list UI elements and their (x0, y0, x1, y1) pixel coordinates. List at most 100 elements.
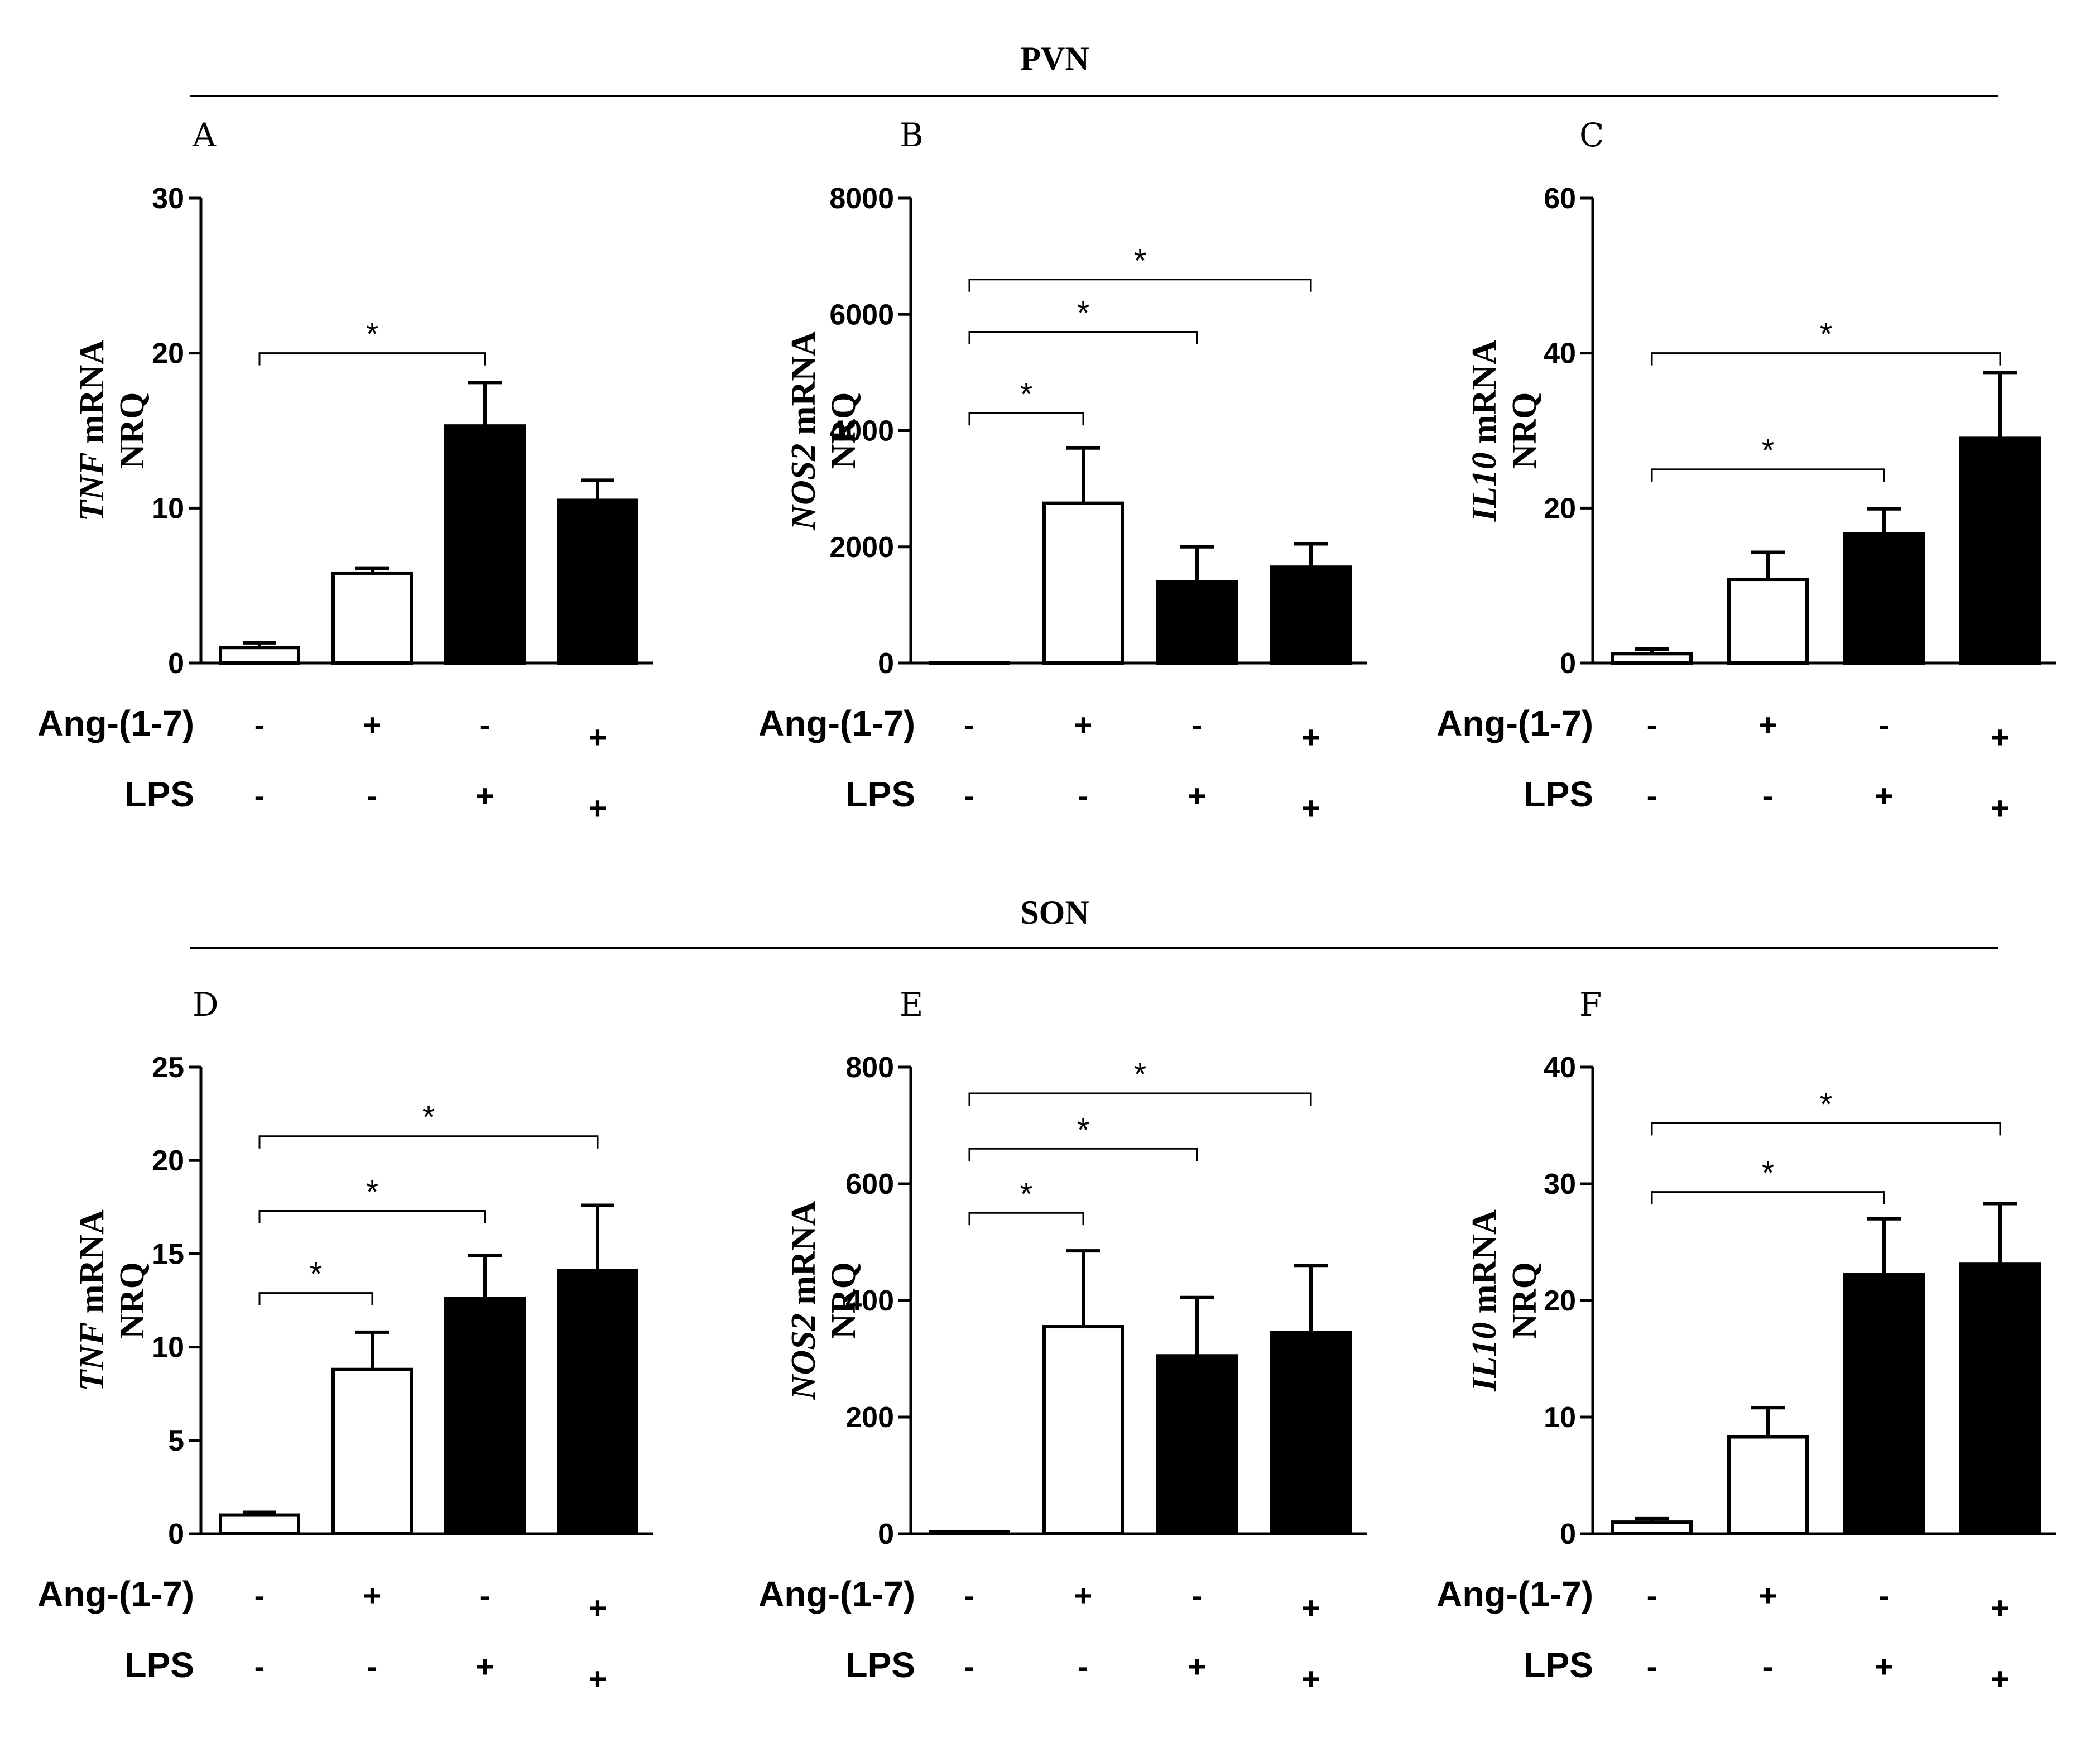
bar (444, 424, 526, 665)
y-tick-label: 30 (152, 183, 184, 215)
panel-letter: B (900, 116, 924, 154)
y-tick-label: 10 (152, 1332, 184, 1364)
y-tick-label: 600 (845, 1168, 894, 1201)
significance-star: * (1820, 316, 1833, 353)
lps-sign: + (476, 1649, 494, 1684)
bar (1042, 501, 1124, 665)
y-axis-label-rest: mRNA (1465, 340, 1503, 453)
row-label-lps: LPS (1524, 1645, 1593, 1685)
panel-letter: A (192, 116, 217, 154)
significance-star: * (1134, 243, 1147, 279)
bar (331, 571, 413, 665)
section-title-son: SON (1020, 894, 1089, 931)
y-axis-label: NOS2 mRNA (785, 1201, 823, 1401)
y-tick-label: 10 (1544, 1401, 1576, 1434)
y-tick-label: 0 (168, 647, 184, 680)
row-label-lps: LPS (846, 1645, 915, 1685)
ang-sign: + (363, 707, 382, 742)
significance-bracket (1651, 352, 2001, 366)
bar (557, 498, 638, 665)
y-axis-label-rest: mRNA (73, 1209, 111, 1322)
significance-star: * (1762, 433, 1775, 469)
y-tick-label: 10 (152, 492, 184, 525)
bar (331, 1367, 413, 1536)
ang-sign: + (1074, 1578, 1093, 1613)
y-tick-label: 800 (845, 1052, 894, 1084)
significance-star: * (1077, 1112, 1090, 1148)
y-axis-label-line2: NRQ (1506, 392, 1544, 469)
row-label-lps: LPS (125, 1645, 194, 1685)
panel-letter: C (1579, 116, 1604, 154)
y-axis-label-rest: mRNA (73, 340, 111, 453)
ang-sign: + (1302, 719, 1320, 755)
significance-bracket (258, 352, 486, 366)
lps-sign: + (476, 778, 494, 813)
lps-sign: - (1078, 1649, 1089, 1684)
y-axis-label-line2: NRQ (825, 392, 863, 469)
y-tick-label: 4000 (829, 415, 894, 448)
ang-sign: - (254, 707, 265, 742)
significance-bracket (968, 1212, 1084, 1226)
bar (219, 1513, 300, 1536)
lps-sign: + (589, 1661, 607, 1696)
y-axis-label-line2: NRQ (113, 1262, 151, 1339)
bar (444, 1297, 526, 1535)
lps-sign: + (1875, 1649, 1894, 1684)
ang-sign: + (589, 1590, 607, 1625)
panel-letter: D (193, 986, 219, 1024)
y-tick-label: 0 (878, 647, 894, 680)
panel-b: B 0 2000 4000 6000 8000 NOS2 mRNA NRQ * * * Ang-(1-… (758, 116, 1367, 825)
significance-star: * (1020, 376, 1033, 412)
row-label-ang: Ang-(1-7) (37, 1574, 194, 1614)
lps-sign: + (1302, 790, 1320, 825)
row-label-ang: Ang-(1-7) (1436, 703, 1593, 743)
ang-sign: - (1647, 1578, 1657, 1613)
panel-f: F 0 10 20 30 40 IL10 mRNA NRQ * * Ang-(1-7) LPS - + - +… (1436, 986, 2056, 1696)
significance-bracket (258, 1209, 486, 1223)
y-tick-label: 0 (878, 1518, 894, 1550)
y-tick-label: 20 (1544, 1285, 1576, 1317)
bar (1843, 532, 1925, 665)
lps-sign: + (1302, 1661, 1320, 1696)
y-tick-label: 0 (1560, 647, 1576, 680)
significance-bracket (968, 412, 1084, 426)
y-axis-label-gene: NOS2 (785, 1313, 823, 1400)
ang-sign: - (1192, 1578, 1203, 1613)
y-tick-label: 20 (152, 1145, 184, 1177)
significance-bracket (258, 1135, 599, 1149)
bar (219, 646, 300, 665)
significance-star: * (1077, 295, 1090, 331)
lps-sign: - (254, 778, 265, 813)
lps-sign: + (589, 790, 607, 825)
y-tick-label: 20 (152, 338, 184, 370)
significance-star: * (310, 1256, 323, 1293)
significance-bracket (968, 1148, 1198, 1161)
significance-bracket (968, 279, 1312, 292)
bar (1727, 1435, 1809, 1536)
bar (1611, 1520, 1693, 1536)
y-axis-label: TNF mRNA (73, 340, 111, 522)
panel-e: E 0 200 400 600 800 NOS2 mRNA NRQ * * * Ang-(1-7) LP… (758, 986, 1367, 1696)
significance-bracket (968, 1092, 1312, 1106)
y-tick-label: 25 (152, 1052, 184, 1084)
lps-sign: - (367, 778, 378, 813)
y-axis-label-rest: mRNA (1465, 1209, 1503, 1322)
y-axis-label-line2: NRQ (113, 392, 151, 469)
significance-bracket (968, 330, 1198, 344)
y-tick-label: 0 (168, 1518, 184, 1550)
y-axis-label: IL10 mRNA (1465, 1209, 1503, 1392)
bar (1843, 1273, 1925, 1536)
ang-sign: - (964, 707, 975, 742)
y-tick-label: 40 (1544, 1052, 1576, 1084)
bar (929, 661, 1010, 665)
ang-sign: + (1759, 707, 1777, 742)
bar (1959, 1262, 2041, 1535)
ang-sign: - (480, 1578, 491, 1613)
y-axis-label-line2: NRQ (1506, 1262, 1544, 1339)
lps-sign: - (1763, 778, 1774, 813)
y-axis-label: TNF mRNA (73, 1209, 111, 1391)
bar (1270, 1331, 1352, 1536)
y-tick-label: 200 (845, 1401, 894, 1434)
significance-star: * (1020, 1176, 1033, 1212)
ang-sign: - (254, 1578, 265, 1613)
